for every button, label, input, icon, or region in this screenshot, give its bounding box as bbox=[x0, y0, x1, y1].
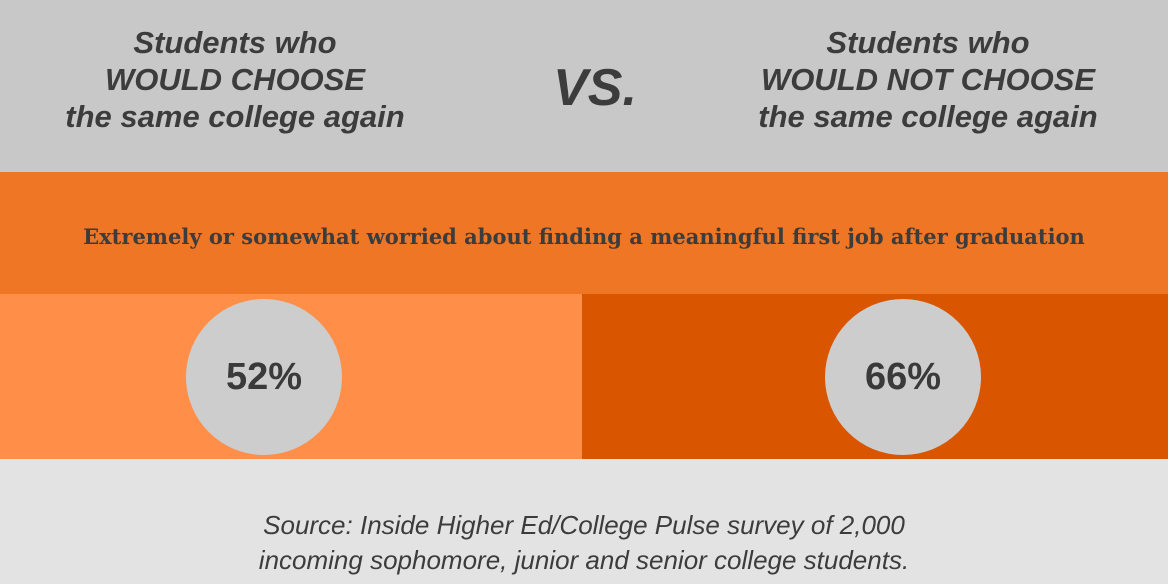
would-not-choose-title-line-3: the same college again bbox=[758, 99, 1098, 134]
comparison-header: Students who WOULD CHOOSE the same colle… bbox=[0, 0, 1168, 172]
question-text: Extremely or somewhat worried about find… bbox=[83, 224, 1085, 249]
source-note-line-1: Source: Inside Higher Ed/College Pulse s… bbox=[263, 510, 905, 540]
would-choose-title-line-3: the same college again bbox=[65, 99, 405, 134]
source-note: Source: Inside Higher Ed/College Pulse s… bbox=[0, 508, 1168, 578]
would-choose-panel: 52% bbox=[0, 294, 582, 459]
would-not-choose-panel: 66% bbox=[582, 294, 1168, 459]
question-band: Extremely or somewhat worried about find… bbox=[0, 172, 1168, 294]
would-not-choose-title-line-2: WOULD NOT CHOOSE bbox=[760, 62, 1096, 97]
would-choose-title: Students who WOULD CHOOSE the same colle… bbox=[25, 24, 445, 135]
would-not-choose-title-line-1: Students who bbox=[826, 25, 1030, 60]
would-choose-percent-bubble: 52% bbox=[186, 299, 342, 455]
would-choose-title-line-2: WOULD CHOOSE bbox=[104, 62, 366, 97]
versus-label: VS. bbox=[553, 59, 637, 117]
source-footer: Source: Inside Higher Ed/College Pulse s… bbox=[0, 459, 1168, 584]
would-not-choose-title: Students who WOULD NOT CHOOSE the same c… bbox=[718, 24, 1138, 135]
source-note-line-2: incoming sophomore, junior and senior co… bbox=[258, 545, 910, 575]
would-choose-title-line-1: Students who bbox=[133, 25, 337, 60]
would-not-choose-percent-bubble: 66% bbox=[825, 299, 981, 455]
